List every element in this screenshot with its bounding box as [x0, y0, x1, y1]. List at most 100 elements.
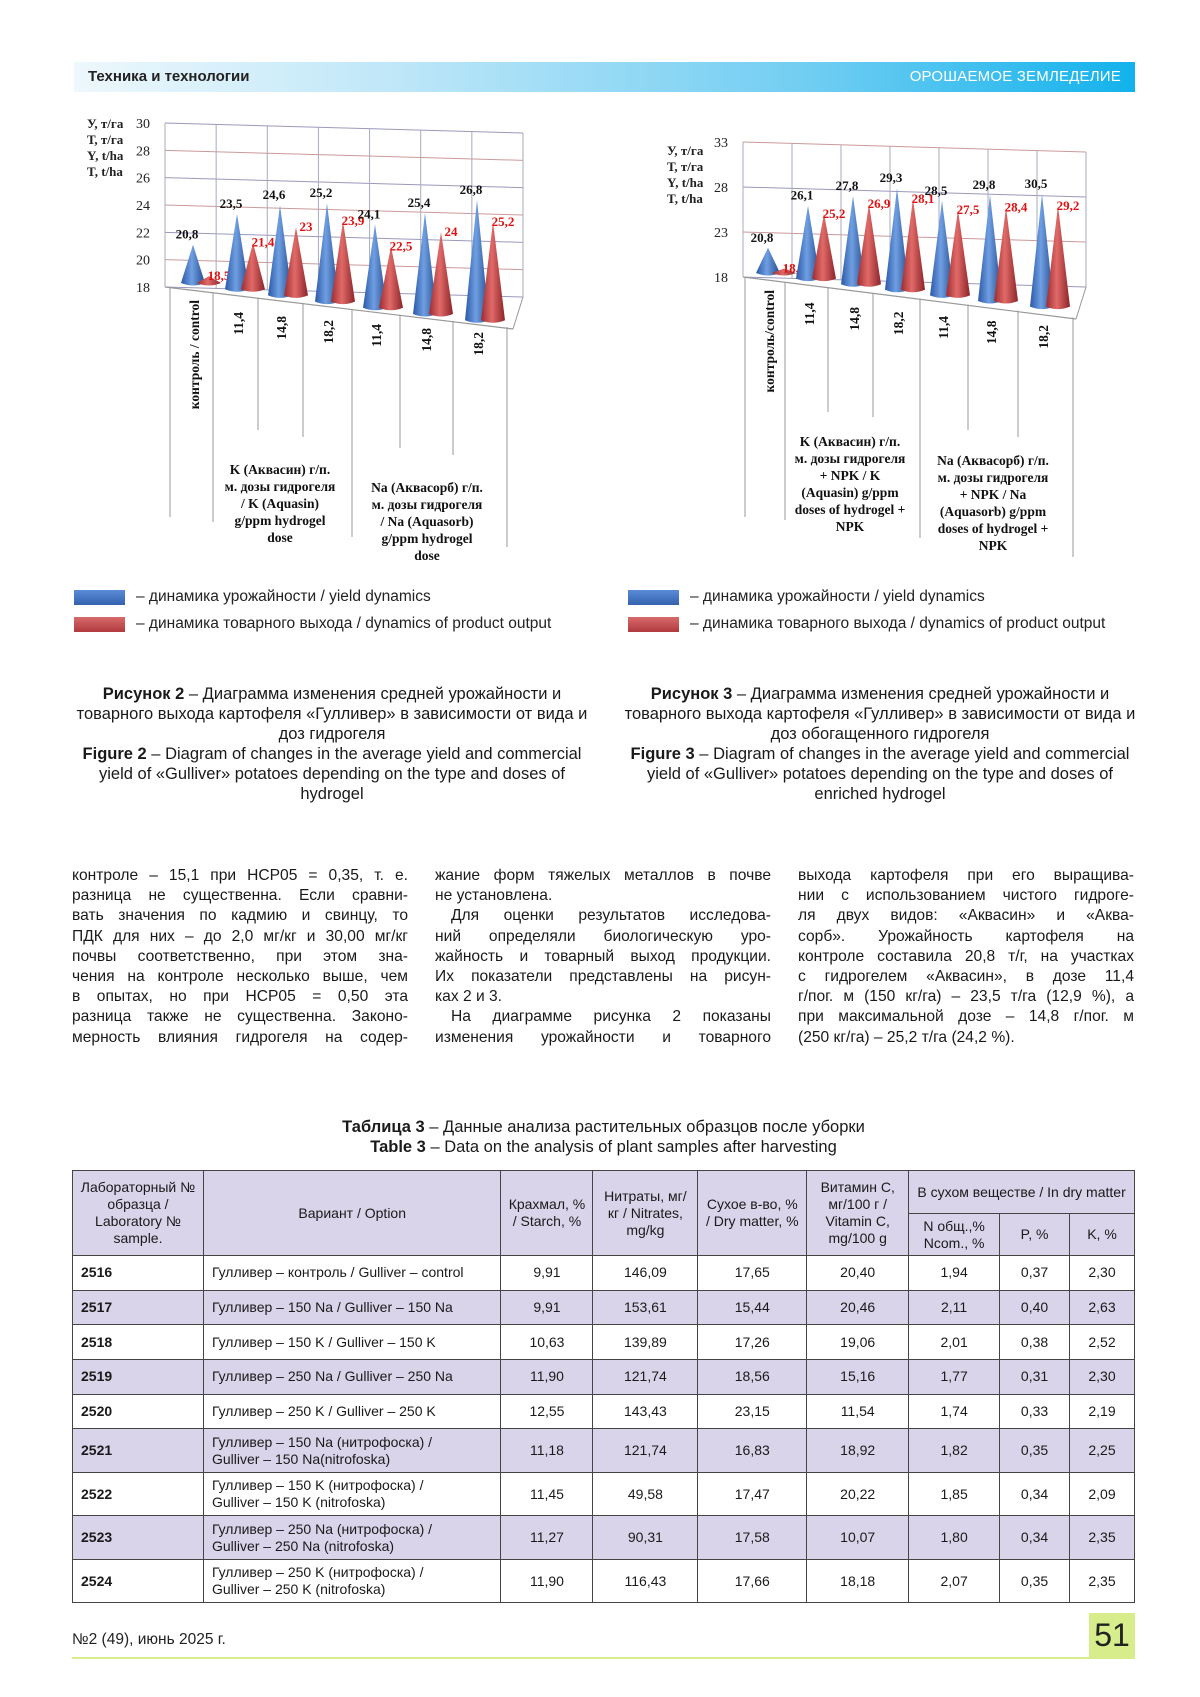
text-line: разница также не существенна. Законо-	[72, 1008, 408, 1026]
body-column-2: жание форм тяжелых металлов в почве не ус…	[435, 866, 771, 1048]
cone-yield	[363, 224, 387, 311]
option-cell: Гулливер – 250 Na (нитрофоска) / Gulliver…	[202, 1515, 502, 1560]
k-cell: 2,52	[1069, 1324, 1135, 1361]
text-line: мерность влияния гидрогеля на содер-	[72, 1028, 408, 1046]
p-cell: 0,33	[999, 1393, 1070, 1430]
x-category-label: 14,8	[984, 320, 999, 344]
option-cell: Гулливер – 150 K (нитрофоска) / Gulliver …	[202, 1471, 502, 1517]
table-row: 2524 Гулливер – 250 K (нитрофоска) / Gulli…	[72, 1558, 1135, 1604]
group-label: doses of hydrogel +	[795, 502, 906, 517]
lab-number-cell: 2516	[72, 1255, 204, 1291]
y-axis-title: T, t/ha	[667, 191, 703, 206]
vitamin-c-cell: 18,18	[806, 1558, 910, 1604]
text-line: г/пог. м (150 кг/га) – 23,5 т/га (12,9 %…	[798, 988, 1134, 1006]
y-tick-label: 30	[136, 117, 150, 132]
page-number: 51	[1089, 1613, 1135, 1658]
k-cell: 2,19	[1069, 1393, 1135, 1430]
cone-yield	[465, 199, 489, 323]
table-row: 2522 Гулливер – 150 K (нитрофоска) / Gulli…	[72, 1471, 1135, 1517]
cone-output	[857, 204, 881, 287]
text-line: вать значения по кадмию и свинцу, то	[72, 907, 408, 925]
nitrates-cell: 116,43	[592, 1558, 699, 1604]
data-label-yield: 26,1	[791, 188, 814, 203]
x-category-label: 18,2	[891, 311, 906, 335]
nitrates-cell: 49,58	[592, 1471, 699, 1517]
p-cell: 0,34	[999, 1471, 1070, 1517]
text-line: не установлена.	[435, 887, 553, 905]
nitrates-cell: 121,74	[592, 1359, 699, 1395]
header-p: P, %	[999, 1213, 1070, 1256]
cone-output	[772, 268, 796, 276]
group-label: (Aquasin) g/ppm	[801, 485, 899, 500]
group-label: doses of hydrogel +	[938, 521, 1049, 536]
text-line: жание форм тяжелых металлов в почве	[435, 867, 771, 884]
cone-output	[481, 221, 505, 323]
nitrates-cell: 143,43	[592, 1393, 699, 1430]
nitrates-cell: 90,31	[592, 1515, 699, 1560]
floor-edge	[742, 276, 1077, 320]
option-cell: Гулливер – 150 Na / Gulliver – 150 Na	[202, 1289, 502, 1326]
cone-output	[197, 276, 221, 286]
p-cell: 0,35	[999, 1428, 1070, 1473]
group-label: K (Аквасин) г/п.	[230, 462, 330, 477]
starch-cell: 10,63	[500, 1324, 594, 1361]
text-line: Их показатели представлены на рисун-	[435, 968, 771, 986]
data-label-yield: 24,6	[263, 187, 286, 202]
caption-text: – Data on the analysis of plant samples …	[425, 1138, 837, 1156]
data-label-output: 23,9	[342, 213, 365, 228]
group-label: м. дозы гидрогеля	[938, 470, 1049, 485]
text-line: в опытах, но при НСР05 = 0,50 эта	[72, 988, 408, 1006]
data-label-output: 23	[300, 219, 314, 234]
text-line: сорб». Урожайность картофеля на	[798, 927, 1134, 945]
y-tick-label: 18	[136, 281, 150, 296]
text-line: контроле – 15,1 при НСР05 = 0,35, т. е.	[72, 867, 408, 884]
nitrates-cell: 146,09	[592, 1255, 699, 1291]
text-line: с гидрогелем «Аквасин», в дозе 11,4	[798, 968, 1134, 986]
caption-label: Figure 3	[630, 745, 695, 763]
n-total-cell: 1,85	[908, 1471, 1001, 1517]
text-line: жайность и товарный выход продукции.	[435, 947, 771, 965]
starch-cell: 11,27	[500, 1515, 594, 1560]
group-label: dose	[267, 530, 293, 545]
n-total-cell: 1,82	[908, 1428, 1001, 1473]
cone-yield	[796, 205, 820, 282]
starch-cell: 11,90	[500, 1558, 594, 1604]
x-category-label: контроль / control	[187, 300, 202, 409]
dry-matter-cell: 17,47	[697, 1471, 808, 1517]
data-label-yield: 25,4	[408, 195, 431, 210]
figure-2-caption: Рисунок 2 – Диаграмма изменения средней …	[72, 684, 592, 804]
y-axis-title: Y, t/ha	[87, 148, 124, 163]
data-label-output: 27,5	[957, 202, 980, 217]
gridline	[164, 177, 524, 189]
y-axis-title: T, t/ha	[87, 164, 123, 179]
legend-label: – динамика урожайности / yield dynamics	[690, 588, 985, 605]
caption-label: Рисунок 3	[650, 685, 733, 703]
lab-number-cell: 2518	[72, 1324, 204, 1361]
text-line: изменения урожайности и товарного	[435, 1028, 771, 1046]
text-line: ках 2 и 3.	[435, 988, 503, 1006]
option-cell: Гулливер – 250 Na / Gulliver – 250 Na	[202, 1359, 502, 1395]
group-label: + NPK / K	[820, 468, 881, 483]
cone-yield	[225, 214, 249, 292]
journal-title: ОРОШАЕМОЕ ЗЕМЛЕДЕЛИЕ	[909, 68, 1121, 85]
group-label: NPK	[836, 519, 865, 534]
cone-output	[331, 220, 355, 305]
cone-yield	[268, 205, 292, 298]
x-category-label: 14,8	[419, 328, 434, 352]
gridline	[164, 122, 524, 134]
nitrates-cell: 153,61	[592, 1289, 699, 1326]
data-label-output: 18,5	[208, 268, 231, 283]
caption-label: Таблица 3	[342, 1118, 425, 1136]
caption-label: Рисунок 2	[102, 685, 185, 703]
y-tick-label: 23	[714, 226, 728, 241]
y-axis-title: Т, т/га	[87, 132, 124, 147]
k-cell: 2,30	[1069, 1255, 1135, 1291]
header-nitrates: Нитраты, мг/кг / Nitrates, mg/kg	[592, 1170, 699, 1256]
text-line: нии с использованием чистого гидроге-	[798, 887, 1134, 905]
lab-number-cell: 2520	[72, 1393, 204, 1430]
data-label-output: 28,1	[912, 191, 935, 206]
p-cell: 0,34	[999, 1515, 1070, 1560]
option-cell: Гулливер – 150 K / Gulliver – 150 K	[202, 1324, 502, 1361]
data-label-yield: 25,2	[310, 185, 333, 200]
